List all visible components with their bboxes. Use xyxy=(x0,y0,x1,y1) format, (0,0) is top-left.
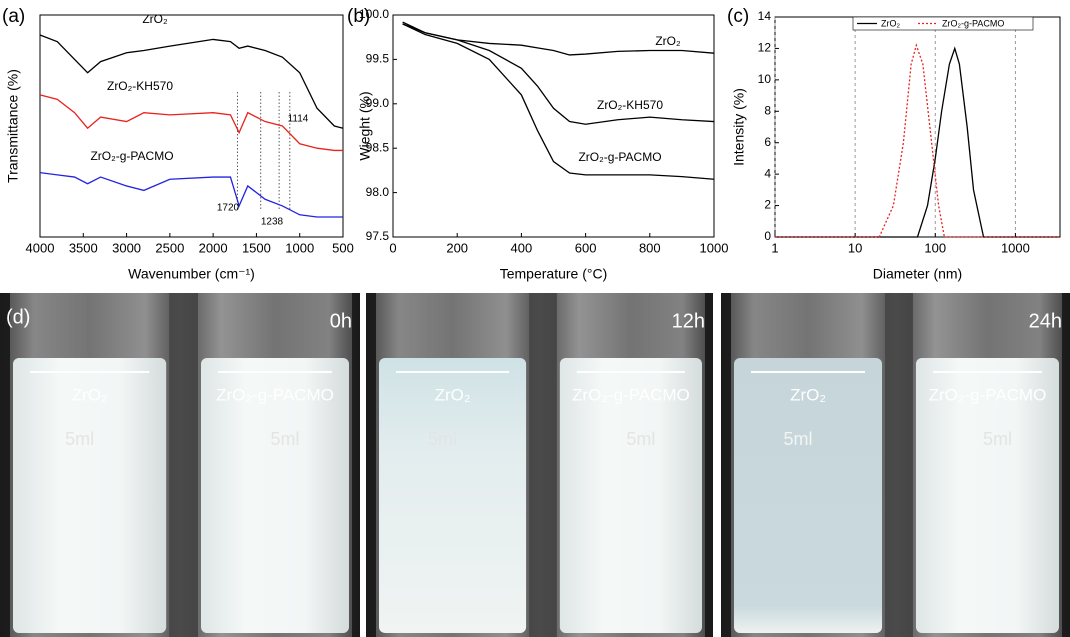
series-line xyxy=(39,94,343,152)
panel-label: (d) xyxy=(6,306,30,328)
series-line xyxy=(775,46,1060,238)
sample-label: ZrO₂-g-PACMO xyxy=(216,385,334,404)
volume-mark: 5ml xyxy=(428,429,457,449)
x-axis-label: Temperature (°C) xyxy=(500,266,608,282)
volume-mark: 5ml xyxy=(784,429,813,449)
y-tick-label: 0 xyxy=(764,229,771,243)
series-line xyxy=(39,171,343,218)
sample-label: ZrO₂ xyxy=(790,385,826,404)
y-tick-label: 14 xyxy=(758,9,772,23)
plot-frame xyxy=(392,14,715,238)
x-tick-label: 1000 xyxy=(1001,240,1030,255)
annotation: 1114 xyxy=(288,114,309,125)
y-tick-label: 97.5 xyxy=(366,229,390,243)
x-tick-label: 200 xyxy=(446,240,468,255)
y-tick-label: 99.0 xyxy=(366,96,390,110)
y-tick-label: 98.5 xyxy=(366,140,390,154)
x-tick-label: 1000 xyxy=(700,240,729,255)
volume-mark: 5ml xyxy=(270,429,299,449)
x-tick-label: 2000 xyxy=(199,240,228,255)
sample-label: ZrO₂-g-PACMO xyxy=(572,385,690,404)
y-axis-label: Intensity (%) xyxy=(731,88,747,166)
x-tick-label: 2500 xyxy=(155,240,184,255)
x-tick-label: 600 xyxy=(575,240,597,255)
x-tick-label: 4000 xyxy=(26,240,55,255)
volume-mark: 5ml xyxy=(983,429,1012,449)
series-label: ZrO₂ xyxy=(655,34,681,48)
x-tick-label: 10 xyxy=(848,240,862,255)
tube-liquid xyxy=(734,358,883,633)
tube-liquid xyxy=(559,358,702,633)
panel-label: (b) xyxy=(347,6,370,27)
series-label: ZrO₂ xyxy=(142,12,168,26)
annotation: 1238 xyxy=(261,217,284,228)
x-tick-label: 3000 xyxy=(112,240,141,255)
tube-liquid xyxy=(201,358,349,633)
y-tick-label: 98.0 xyxy=(366,185,390,199)
time-label: 12h xyxy=(672,310,705,332)
y-tick-label: 100.0 xyxy=(359,7,389,21)
panel-label: (c) xyxy=(727,6,749,27)
tube-liquid xyxy=(379,358,527,633)
y-tick-label: 99.5 xyxy=(366,52,390,66)
series-label: ZrO₂-g-PACMO xyxy=(90,149,173,163)
series-label: ZrO₂-g-PACMO xyxy=(578,150,661,164)
y-tick-label: 6 xyxy=(764,135,771,149)
y-tick-label: 8 xyxy=(764,103,771,117)
series-line xyxy=(39,34,344,129)
tube-liquid xyxy=(13,358,167,633)
plot-frame xyxy=(39,14,344,238)
sample-label: ZrO₂ xyxy=(72,385,108,404)
x-axis-label: Diameter (nm) xyxy=(873,266,962,282)
x-tick-label: 800 xyxy=(639,240,661,255)
series-line xyxy=(402,23,715,180)
panel-label: (a) xyxy=(2,6,25,27)
x-tick-label: 100 xyxy=(924,240,946,255)
x-tick-label: 3500 xyxy=(69,240,98,255)
y-axis-label: Wieght (%) xyxy=(357,91,373,160)
y-axis-label: Transmittance (%) xyxy=(5,69,21,183)
x-tick-label: 400 xyxy=(511,240,533,255)
y-tick-label: 10 xyxy=(758,72,772,86)
volume-mark: 5ml xyxy=(626,429,655,449)
sample-label: ZrO₂-g-PACMO xyxy=(929,385,1047,404)
x-tick-label: 1 xyxy=(771,240,778,255)
series-label: ZrO₂-KH570 xyxy=(107,79,173,93)
time-label: 24h xyxy=(1029,310,1062,332)
series-line xyxy=(775,43,1060,238)
tube-liquid xyxy=(915,358,1059,633)
series-line xyxy=(402,23,715,125)
x-tick-label: 0 xyxy=(389,240,396,255)
sample-label: ZrO₂ xyxy=(435,385,471,404)
legend-box xyxy=(852,16,1034,31)
volume-mark: 5ml xyxy=(65,429,94,449)
legend-label: ZrO₂-g-PACMO xyxy=(942,18,1004,28)
legend-label: ZrO₂ xyxy=(881,18,900,28)
x-axis-label: Wavenumber (cm⁻¹) xyxy=(128,266,255,282)
x-tick-label: 1000 xyxy=(285,240,314,255)
x-tick-label: 1500 xyxy=(242,240,271,255)
x-tick-label: 500 xyxy=(332,240,354,255)
y-tick-label: 4 xyxy=(764,166,771,180)
y-tick-label: 2 xyxy=(764,198,771,212)
annotation: 1720 xyxy=(217,203,240,214)
y-tick-label: 12 xyxy=(758,41,772,55)
series-label: ZrO₂-KH570 xyxy=(597,98,663,112)
time-label: 0h xyxy=(330,310,352,332)
